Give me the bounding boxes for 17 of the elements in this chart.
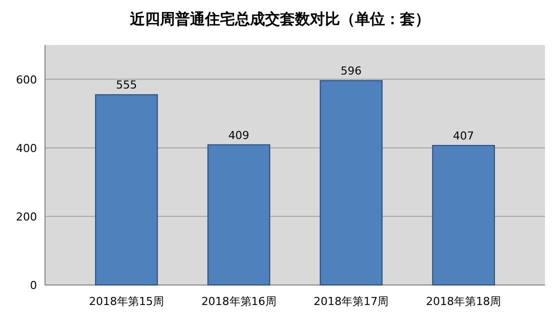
- bar: [207, 144, 270, 286]
- bar: [95, 94, 158, 286]
- x-tick-label: 2018年第18周: [426, 295, 502, 308]
- x-tick-label: 2018年第16周: [201, 295, 276, 308]
- data-label: 407: [453, 129, 474, 142]
- bar: [432, 144, 495, 286]
- y-tick-label: 200: [16, 210, 37, 224]
- x-tick-label: 2018年第17周: [314, 295, 389, 308]
- y-tick-label: 400: [16, 142, 37, 155]
- chart-title: 近四周普通住宅总成交套数对比（单位：套）: [129, 10, 430, 28]
- data-label: 555: [116, 78, 137, 92]
- data-label: 596: [340, 64, 362, 78]
- y-tick-label: 0: [30, 279, 37, 292]
- x-tick-label: 2018年第15周: [88, 295, 164, 308]
- data-label: 409: [228, 128, 250, 142]
- bar: [320, 80, 383, 286]
- y-tick-label: 600: [16, 73, 37, 86]
